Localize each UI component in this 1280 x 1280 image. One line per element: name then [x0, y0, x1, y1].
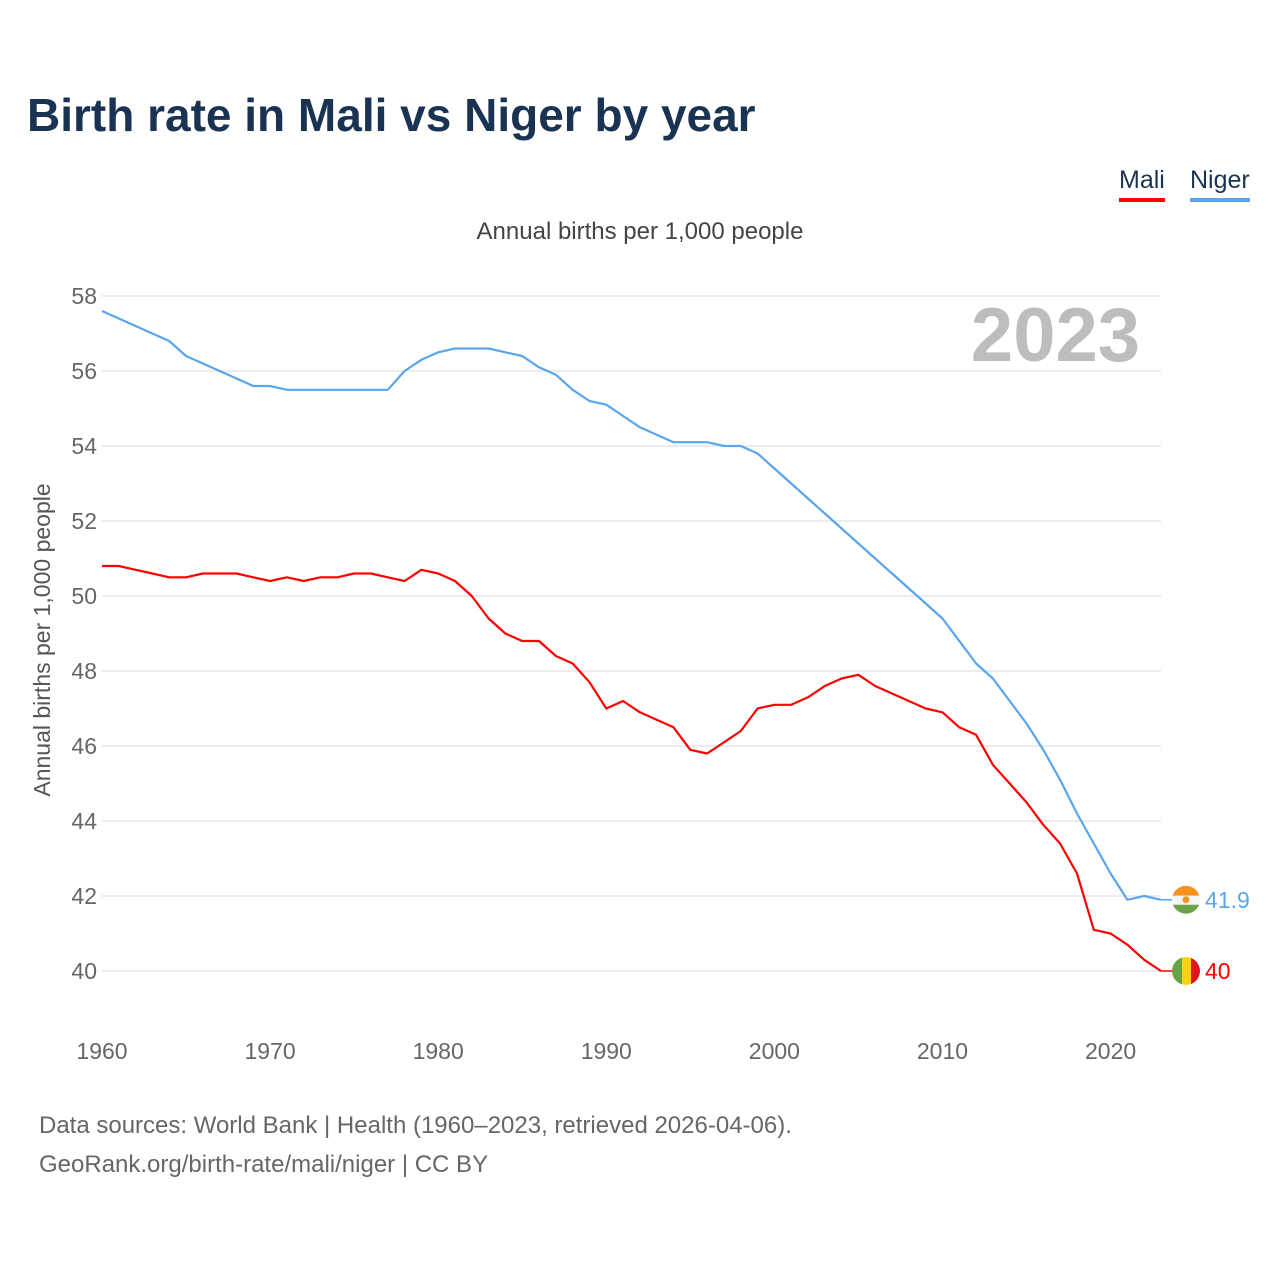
y-tick-label: 58: [71, 283, 97, 309]
series-line-niger: [101, 309, 1162, 901]
y-tick-label: 56: [71, 358, 97, 384]
legend-item-mali[interactable]: Mali: [1119, 166, 1165, 202]
x-tick-label: 2000: [749, 1038, 800, 1064]
source-text: Data sources: World Bank | Health (1960–…: [39, 1112, 792, 1139]
chart-subtitle: Annual births per 1,000 people: [476, 218, 804, 245]
y-tick-label: 54: [71, 433, 97, 459]
y-tick-label: 52: [71, 508, 97, 534]
series-line-mali: [102, 564, 1162, 972]
end-value-label-mali: 40: [1205, 958, 1231, 984]
x-tick-label: 1990: [581, 1038, 632, 1064]
x-tick-label: 2020: [1085, 1038, 1136, 1064]
x-tick-label: 1960: [76, 1038, 127, 1064]
y-tick-label: 42: [71, 883, 97, 909]
niger-flag-icon: [1172, 885, 1200, 914]
footer: Data sources: World Bank | Health (1960–…: [39, 1106, 792, 1184]
y-tick-label: 44: [71, 808, 97, 834]
chart-title: Birth rate in Mali vs Niger by year: [27, 89, 756, 141]
y-tick-label: 50: [71, 583, 97, 609]
y-tick-label: 40: [71, 958, 97, 984]
legend-item-niger[interactable]: Niger: [1190, 166, 1250, 202]
x-tick-label: 2010: [917, 1038, 968, 1064]
y-tick-label: 48: [71, 658, 97, 684]
y-axis-label: Annual births per 1,000 people: [29, 483, 55, 796]
x-tick-label: 1970: [245, 1038, 296, 1064]
end-value-label-niger: 41.9: [1205, 887, 1250, 913]
mali-flag-icon: [1172, 957, 1200, 985]
year-label: 2023: [971, 293, 1140, 378]
x-tick-label: 1980: [413, 1038, 464, 1064]
y-tick-label: 46: [71, 733, 97, 759]
attribution-text: GeoRank.org/birth-rate/mali/niger | CC B…: [39, 1151, 489, 1178]
